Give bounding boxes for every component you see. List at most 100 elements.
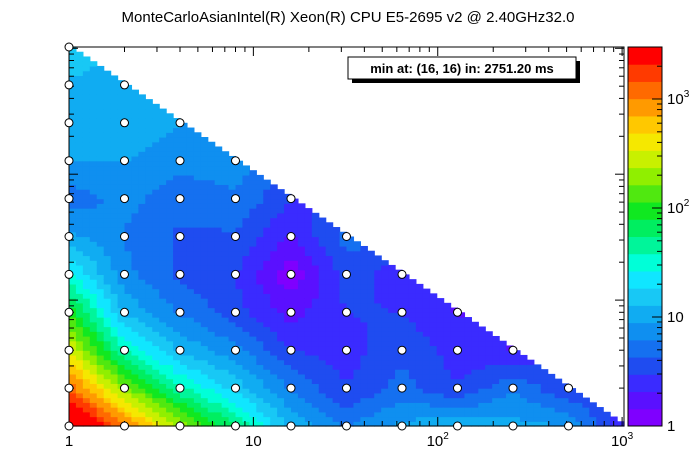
heatmap-cell — [221, 264, 230, 271]
heatmap-cell — [103, 160, 112, 167]
heatmap-cell — [242, 274, 250, 280]
heatmap-cell — [214, 421, 223, 427]
heatmap-cell — [82, 227, 91, 233]
heatmap-cell — [457, 326, 466, 332]
heatmap-cell — [193, 407, 202, 413]
heatmap-cell — [166, 245, 174, 252]
heatmap-cell — [249, 189, 257, 195]
heatmap-cell — [499, 416, 507, 422]
heatmap-cell — [422, 369, 431, 375]
heatmap-cell — [166, 174, 174, 181]
heatmap-cell — [207, 345, 216, 351]
heatmap-cell — [263, 378, 271, 384]
heatmap-cell — [117, 331, 126, 337]
heatmap-cell — [180, 212, 188, 219]
heatmap-cell — [69, 61, 77, 67]
heatmap-cell — [263, 307, 271, 313]
heatmap-cell — [145, 411, 153, 418]
heatmap-cell — [96, 222, 105, 228]
heatmap-cell — [166, 179, 174, 185]
heatmap-cell — [422, 411, 431, 418]
heatmap-cell — [214, 369, 223, 375]
heatmap-cell — [124, 141, 133, 148]
heatmap-cell — [242, 326, 250, 332]
color-scale-swatch — [628, 374, 662, 393]
heatmap-cell — [131, 302, 139, 309]
heatmap-cell — [297, 369, 306, 375]
heatmap-cell — [381, 364, 389, 370]
heatmap-cell — [82, 321, 91, 328]
heatmap-cell — [89, 113, 98, 119]
heatmap-cell — [166, 378, 174, 384]
heatmap-cell — [82, 245, 91, 252]
heatmap-cell — [277, 350, 285, 356]
heatmap-cell — [159, 350, 167, 356]
heatmap-cell — [291, 359, 299, 366]
heatmap-cell — [89, 421, 98, 427]
heatmap-cell — [277, 411, 285, 418]
heatmap-cell — [291, 369, 299, 375]
heatmap-cell — [214, 378, 223, 384]
heatmap-cell — [415, 388, 424, 394]
heatmap-cell — [124, 392, 133, 399]
heatmap-cell — [173, 279, 181, 285]
heatmap-cell — [277, 373, 285, 380]
heatmap-cell — [325, 231, 334, 238]
heatmap-cell — [374, 293, 382, 299]
heatmap-cell — [367, 264, 375, 271]
heatmap-cell — [124, 208, 133, 214]
heatmap-cell — [82, 65, 91, 72]
heatmap-cell — [186, 212, 195, 219]
heatmap-cell — [186, 359, 195, 366]
heatmap-cell — [200, 217, 209, 223]
heatmap-cell — [200, 174, 209, 181]
heatmap-cell — [152, 260, 160, 266]
heatmap-cell — [332, 388, 341, 394]
heatmap-cell — [415, 331, 424, 337]
heatmap-cell — [96, 250, 105, 257]
heatmap-cell — [291, 354, 299, 361]
heatmap-cell — [332, 236, 341, 242]
heatmap-cell — [186, 335, 195, 342]
heatmap-cell — [89, 293, 98, 299]
heatmap-cell — [89, 350, 98, 356]
heatmap-cell — [568, 388, 577, 394]
heatmap-cell — [235, 189, 244, 195]
heatmap-cell — [193, 193, 202, 200]
heatmap-cell — [277, 383, 285, 389]
heatmap-cell — [221, 293, 230, 299]
heatmap-cell — [145, 227, 153, 233]
heatmap-cell — [402, 402, 410, 408]
heatmap-cell — [193, 359, 202, 366]
heatmap-cell — [138, 421, 146, 427]
heatmap-cell — [180, 122, 188, 129]
heatmap-cell — [75, 217, 84, 223]
heatmap-cell — [443, 411, 452, 418]
heatmap-cell — [519, 402, 528, 408]
heatmap-cell — [249, 378, 257, 384]
heatmap-cell — [318, 307, 327, 313]
heatmap-cell — [186, 231, 195, 238]
heatmap-cell — [450, 321, 459, 328]
heatmap-cell — [145, 335, 153, 342]
heatmap-cell — [228, 245, 237, 252]
heatmap-cell — [75, 378, 84, 384]
heatmap-cell — [96, 255, 105, 261]
heatmap-cell — [69, 141, 77, 148]
heatmap-cell — [228, 179, 237, 185]
heatmap-cell — [75, 407, 84, 413]
heatmap-cell — [200, 317, 209, 323]
heatmap-cell — [117, 179, 126, 185]
heatmap-cell — [242, 241, 250, 247]
heatmap-cell — [173, 132, 181, 138]
heatmap-cell — [82, 141, 91, 148]
heatmap-cell — [270, 288, 278, 294]
heatmap-cell — [297, 340, 306, 347]
heatmap-cell — [353, 269, 361, 275]
heatmap-cell — [526, 373, 535, 380]
heatmap-cell — [173, 373, 181, 380]
heatmap-cell — [249, 326, 257, 332]
heatmap-cell — [173, 127, 181, 133]
heatmap-cell — [332, 421, 341, 427]
heatmap-cell — [159, 331, 167, 337]
